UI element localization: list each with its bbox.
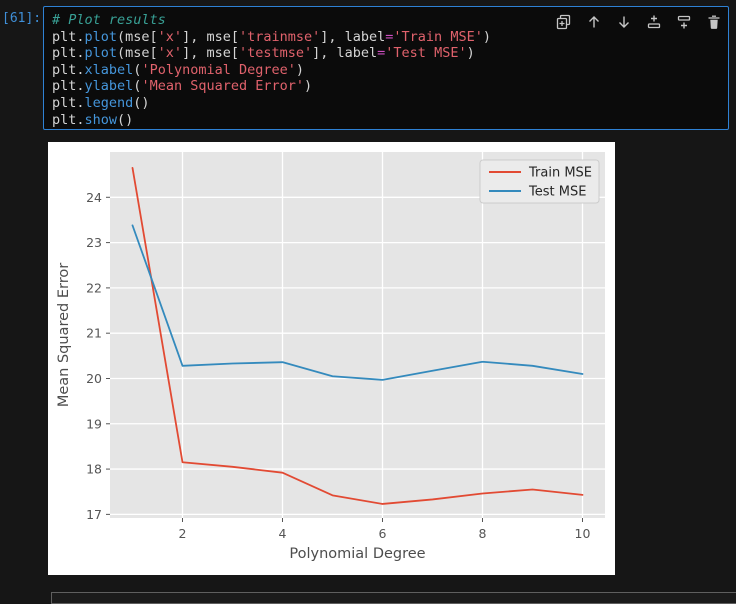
next-cell-partial[interactable]	[51, 592, 736, 604]
code-token: xlabel	[84, 61, 134, 78]
y-tick-label: 23	[86, 235, 102, 250]
figure-output: 2 4 6 8 10 17 18 19 20 21 22 23 24 Polynomial Degree M…	[48, 142, 615, 575]
move-down-button[interactable]	[615, 13, 632, 30]
code-token: 'Mean Squared Error'	[141, 78, 304, 95]
y-tick-label: 20	[86, 371, 102, 386]
code-token: 'Test MSE'	[385, 45, 467, 62]
code-token: )	[295, 61, 305, 78]
code-line-5[interactable]: plt.ylabel('Mean Squared Error')	[52, 78, 720, 95]
insert-cell-above-button[interactable]	[645, 13, 662, 30]
train-mse-line	[131, 166, 584, 505]
code-token: plt.	[52, 28, 85, 45]
code-line-2[interactable]: plt.plot(mse['x'], mse['trainmse'], labe…	[52, 29, 720, 46]
move-up-button[interactable]	[585, 13, 602, 30]
code-token: show	[84, 111, 118, 128]
code-token: 'testmse'	[238, 45, 313, 62]
y-tick-label: 24	[86, 190, 102, 205]
x-tick-label: 8	[479, 526, 487, 541]
code-token: (	[133, 61, 142, 78]
code-token: (mse[	[117, 45, 158, 62]
code-token: )	[482, 28, 491, 45]
y-axis-label: Mean Squared Error	[56, 263, 72, 407]
code-token: ], label	[312, 45, 378, 62]
code-token: plot	[84, 28, 118, 45]
code-token: =	[377, 45, 386, 62]
code-token: # Plot results	[52, 12, 166, 28]
code-token: )	[466, 45, 475, 62]
code-line-1[interactable]: # Plot results	[52, 12, 720, 29]
code-token: ()	[117, 111, 134, 128]
tick-marks	[106, 196, 583, 522]
code-token: ()	[133, 94, 150, 111]
insert-cell-below-icon	[677, 15, 690, 28]
code-token: plot	[84, 45, 118, 62]
code-line-4[interactable]: plt.xlabel('Polynomial Degree')	[52, 62, 720, 79]
legend-label: Train MSE	[528, 166, 592, 181]
code-token: 'x'	[157, 45, 183, 62]
code-token: )	[304, 78, 313, 95]
x-tick-label: 6	[379, 526, 387, 541]
move-up-icon	[588, 15, 599, 27]
delete-cell-button[interactable]	[705, 13, 722, 30]
code-token: ], mse[	[182, 45, 239, 62]
y-tick-label: 18	[86, 462, 102, 477]
move-down-icon	[618, 16, 629, 28]
code-token: plt.	[52, 111, 85, 128]
code-token: (mse[	[117, 28, 158, 45]
code-token: plt.	[52, 45, 85, 62]
y-tick-label: 21	[86, 326, 102, 341]
duplicate-cell-button[interactable]	[555, 13, 572, 30]
legend: Train MSE Test MSE	[479, 159, 600, 204]
x-tick-label: 10	[575, 526, 591, 541]
code-token: 'x'	[157, 28, 183, 45]
legend-label: Test MSE	[528, 185, 586, 200]
x-axis-label: Polynomial Degree	[289, 546, 425, 562]
cell-toolbar	[555, 13, 722, 30]
insert-cell-below-button[interactable]	[675, 13, 692, 30]
code-editor[interactable]: # Plot results plt.plot(mse['x'], mse['tr…	[44, 7, 728, 129]
code-token: ], label	[320, 28, 386, 45]
code-token: =	[385, 28, 394, 45]
x-tick-label: 2	[179, 526, 187, 541]
duplicate-cell-icon	[556, 14, 570, 29]
code-token: 'trainmse'	[238, 28, 321, 45]
code-token: 'Train MSE'	[393, 28, 483, 45]
execution-count: [61]:	[2, 11, 42, 26]
code-token: plt.	[52, 78, 85, 95]
y-tick-label: 19	[86, 416, 102, 431]
code-token: plt.	[52, 61, 85, 78]
notebook-code-cell: # Plot results plt.plot(mse['x'], mse['tr…	[43, 6, 729, 130]
delete-cell-icon	[708, 15, 719, 29]
code-token: 'Polynomial Degree'	[141, 61, 296, 78]
code-token: legend	[84, 94, 134, 111]
y-tick-label: 22	[86, 280, 102, 295]
code-token: ylabel	[84, 78, 134, 95]
code-token: plt.	[52, 94, 85, 111]
code-line-7[interactable]: plt.show()	[52, 112, 720, 129]
insert-cell-above-icon	[647, 15, 660, 28]
x-tick-label: 4	[279, 526, 287, 541]
test-mse-line	[131, 224, 584, 381]
code-line-3[interactable]: plt.plot(mse['x'], mse['testmse'], label…	[52, 45, 720, 62]
code-token: (	[133, 78, 142, 95]
code-line-6[interactable]: plt.legend()	[52, 95, 720, 112]
code-token: ], mse[	[182, 28, 239, 45]
y-tick-label: 17	[86, 507, 102, 522]
plot-area	[110, 152, 605, 518]
